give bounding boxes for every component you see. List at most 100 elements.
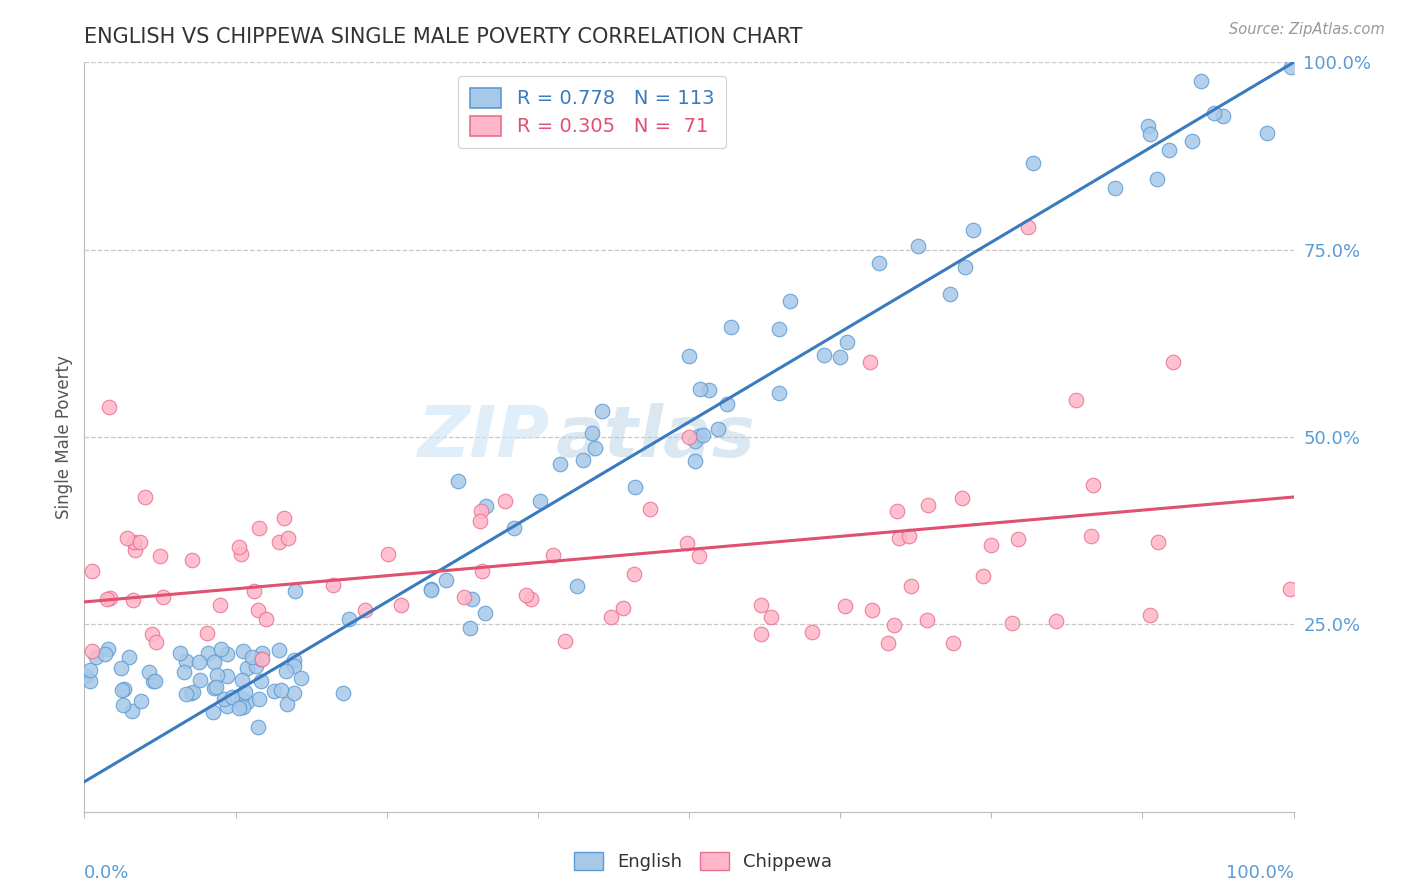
Point bbox=[228, 701, 250, 715]
Point bbox=[749, 599, 772, 613]
Point bbox=[434, 573, 457, 587]
Point bbox=[1279, 61, 1302, 75]
Point bbox=[950, 491, 973, 505]
Point bbox=[453, 591, 475, 605]
Point bbox=[962, 222, 984, 236]
Point bbox=[169, 646, 191, 660]
Point bbox=[228, 540, 250, 554]
Point bbox=[195, 626, 218, 640]
Point bbox=[692, 428, 714, 442]
Legend: R = 0.778   N = 113, R = 0.305   N =  71: R = 0.778 N = 113, R = 0.305 N = 71 bbox=[458, 76, 725, 148]
Point bbox=[173, 665, 195, 679]
Point bbox=[883, 618, 905, 632]
Point bbox=[720, 320, 742, 334]
Point bbox=[1136, 119, 1159, 133]
Point bbox=[110, 682, 132, 697]
Point bbox=[247, 692, 270, 706]
Point bbox=[332, 686, 354, 700]
Point bbox=[263, 683, 285, 698]
Point bbox=[689, 383, 711, 397]
Point bbox=[543, 549, 565, 563]
Point bbox=[149, 549, 172, 564]
Point bbox=[699, 384, 721, 398]
Point bbox=[197, 646, 219, 660]
Point bbox=[801, 624, 824, 639]
Point bbox=[1064, 392, 1087, 407]
Point bbox=[277, 531, 299, 545]
Point bbox=[174, 654, 197, 668]
Point bbox=[202, 681, 225, 696]
Point bbox=[247, 720, 270, 734]
Point bbox=[554, 633, 576, 648]
Point bbox=[290, 671, 312, 685]
Point bbox=[232, 643, 254, 657]
Point bbox=[749, 627, 772, 641]
Point bbox=[96, 641, 118, 656]
Point bbox=[233, 685, 256, 699]
Point bbox=[377, 547, 399, 561]
Point bbox=[520, 592, 543, 607]
Point bbox=[283, 659, 305, 673]
Point bbox=[1080, 529, 1102, 543]
Point bbox=[468, 514, 491, 528]
Point bbox=[141, 626, 163, 640]
Point bbox=[284, 583, 307, 598]
Point bbox=[337, 612, 360, 626]
Point bbox=[475, 500, 498, 514]
Point bbox=[84, 649, 107, 664]
Point bbox=[270, 683, 292, 698]
Point bbox=[202, 655, 225, 669]
Point bbox=[231, 673, 253, 688]
Point bbox=[80, 565, 103, 579]
Point bbox=[420, 582, 443, 596]
Point bbox=[215, 698, 238, 713]
Point bbox=[243, 584, 266, 599]
Point bbox=[460, 591, 482, 606]
Point bbox=[683, 434, 706, 448]
Point bbox=[907, 238, 929, 252]
Point bbox=[134, 490, 156, 504]
Point bbox=[276, 664, 298, 678]
Point bbox=[112, 698, 135, 712]
Point bbox=[354, 603, 377, 617]
Point bbox=[591, 403, 613, 417]
Point bbox=[209, 598, 232, 612]
Point bbox=[942, 636, 965, 650]
Point bbox=[187, 656, 209, 670]
Point bbox=[181, 552, 204, 566]
Point bbox=[389, 598, 412, 612]
Point bbox=[115, 532, 138, 546]
Point bbox=[503, 520, 526, 534]
Point bbox=[110, 661, 132, 675]
Point bbox=[142, 674, 165, 689]
Point bbox=[768, 385, 790, 400]
Point bbox=[236, 661, 259, 675]
Point bbox=[231, 547, 253, 561]
Point bbox=[122, 535, 145, 549]
Point bbox=[247, 603, 270, 617]
Text: 0.0%: 0.0% bbox=[84, 864, 129, 882]
Point bbox=[886, 504, 908, 518]
Point bbox=[898, 529, 921, 543]
Point bbox=[124, 542, 146, 557]
Point bbox=[1189, 73, 1212, 87]
Point bbox=[1081, 477, 1104, 491]
Point bbox=[202, 705, 225, 719]
Point bbox=[678, 349, 700, 363]
Point bbox=[640, 501, 662, 516]
Point bbox=[1159, 143, 1181, 157]
Point bbox=[917, 613, 939, 627]
Point bbox=[205, 668, 228, 682]
Y-axis label: Single Male Poverty: Single Male Poverty bbox=[55, 355, 73, 519]
Point bbox=[273, 510, 295, 524]
Point bbox=[283, 686, 305, 700]
Text: 100.0%: 100.0% bbox=[1226, 864, 1294, 882]
Point bbox=[471, 564, 494, 578]
Point bbox=[236, 695, 259, 709]
Point bbox=[269, 643, 291, 657]
Point bbox=[215, 669, 238, 683]
Point bbox=[1256, 127, 1278, 141]
Point bbox=[599, 609, 621, 624]
Point bbox=[676, 536, 699, 550]
Point bbox=[623, 567, 645, 582]
